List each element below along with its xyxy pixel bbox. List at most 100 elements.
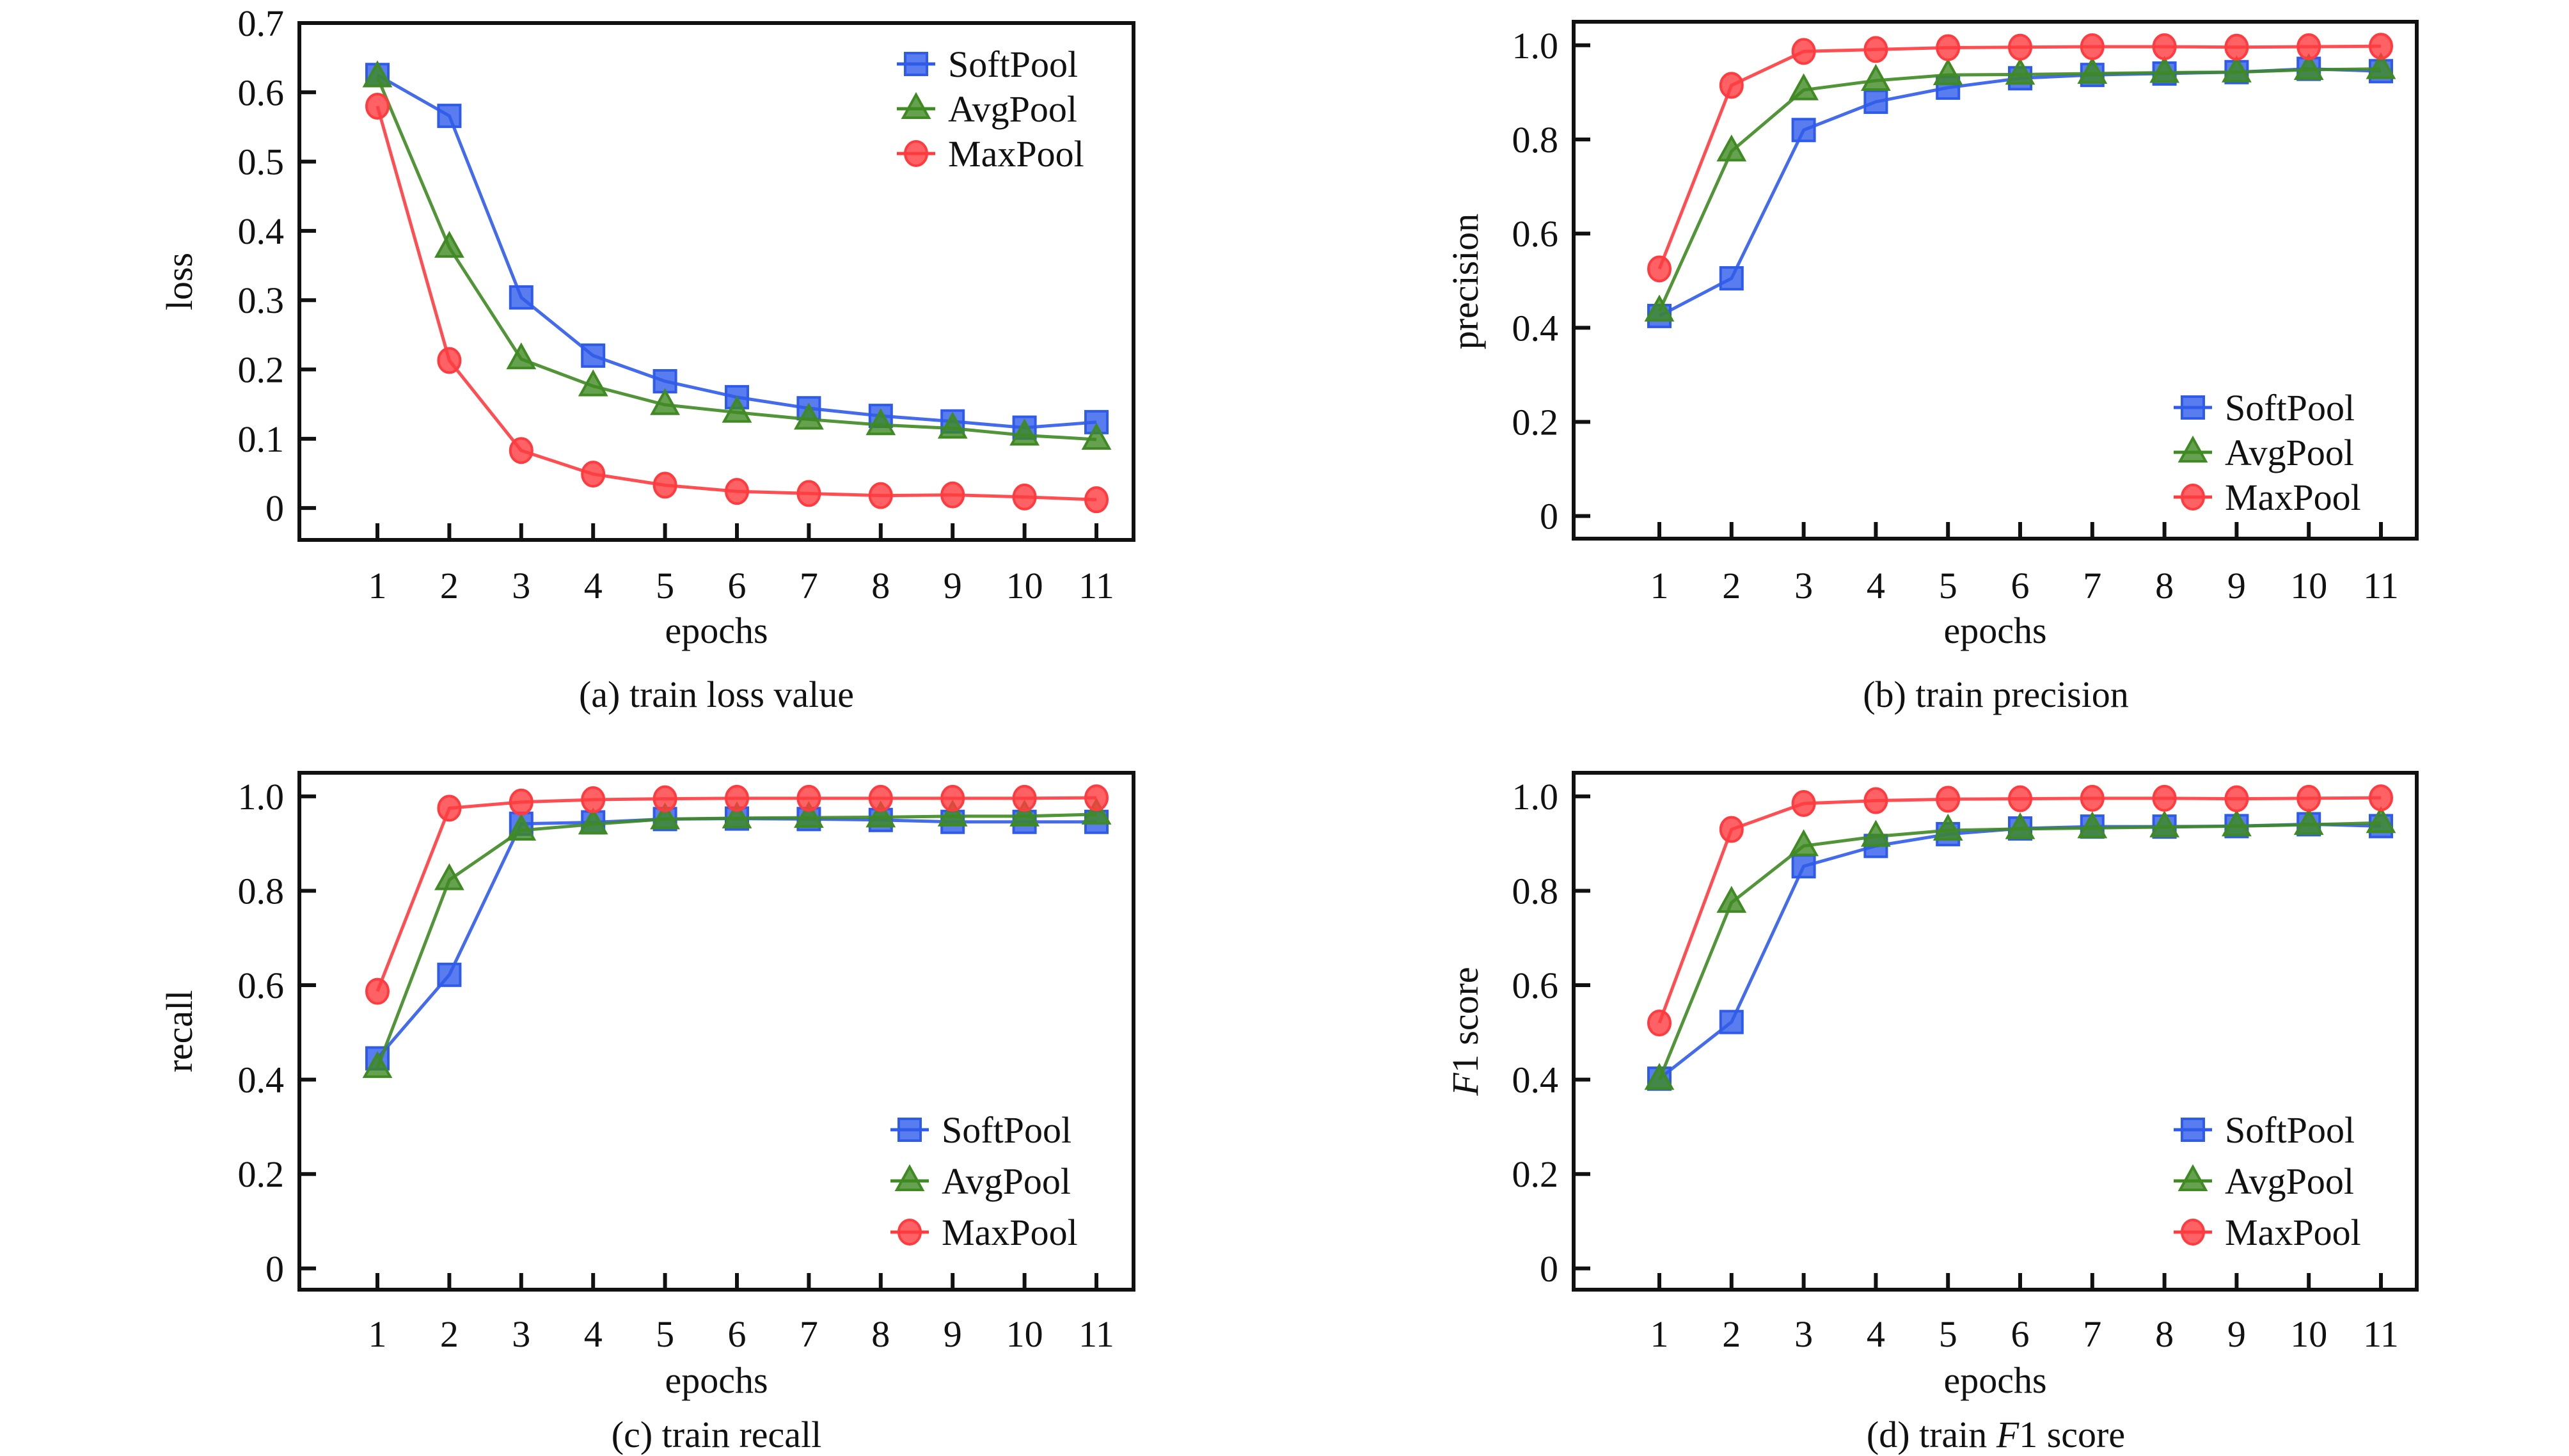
series-line [375, 812, 1097, 1069]
x-tick-label: 4 [584, 565, 603, 606]
data-point [365, 977, 390, 1005]
legend-square-icon [2181, 1118, 2205, 1142]
y-tick-label: 0.4 [1512, 307, 1559, 349]
legend-item-avgpool: AvgPool [897, 88, 1077, 130]
panel-caption: (a) train loss value [579, 674, 854, 715]
data-point [1933, 813, 1963, 841]
data-point [1791, 118, 1816, 143]
legend-label: AvgPool [948, 88, 1077, 130]
x-tick-label: 9 [944, 565, 962, 606]
series-line [1658, 822, 2382, 1080]
legend-label: MaxPool [942, 1212, 1078, 1253]
x-tick-label: 1 [368, 565, 387, 606]
x-tick-label: 10 [1006, 565, 1043, 606]
legend-item-avgpool: AvgPool [2174, 432, 2354, 473]
y-tick-label: 0.7 [238, 3, 285, 44]
y-axis-title: precision [1444, 214, 1486, 350]
x-tick-label: 9 [2227, 565, 2246, 606]
x-tick-label: 11 [2363, 565, 2399, 606]
series-softpool [365, 806, 1109, 1071]
x-tick-label: 3 [1794, 565, 1813, 606]
data-point [1789, 73, 1819, 100]
series-line [1658, 67, 2382, 318]
y-tick-label: 0.6 [1512, 965, 1559, 1006]
x-tick-label: 3 [512, 565, 530, 606]
x-tick-label: 11 [1079, 565, 1114, 606]
y-tick-label: 0.6 [238, 965, 285, 1006]
data-point [2296, 784, 2321, 812]
y-tick-label: 0.8 [1512, 119, 1559, 161]
x-tick-label: 1 [1650, 565, 1669, 606]
y-axis-title: recall [159, 990, 200, 1073]
panel-caption: (d) train F1 score [1867, 1414, 2125, 1455]
plot-frame [1572, 20, 2419, 541]
legend-triangle-icon [2178, 435, 2208, 463]
data-point [1081, 422, 1112, 450]
x-tick-label: 10 [2290, 565, 2327, 606]
legend-label: SoftPool [942, 1109, 1071, 1151]
data-point [1861, 819, 1891, 847]
data-point [578, 807, 608, 835]
data-point [2224, 785, 2249, 812]
legend-item-softpool: SoftPool [2174, 387, 2355, 429]
data-point [1791, 854, 1816, 879]
x-tick-label: 11 [2363, 1313, 2399, 1355]
data-point [2080, 33, 2105, 61]
data-point [2293, 808, 2324, 835]
data-point [794, 402, 824, 430]
series-maxpool [365, 92, 1109, 514]
data-point [652, 785, 677, 812]
x-axis-title: epochs [1943, 610, 2046, 651]
data-point [2296, 33, 2321, 61]
y-tick-label: 0.8 [238, 870, 285, 912]
data-point [581, 786, 606, 814]
legend-label: MaxPool [2225, 1212, 2361, 1253]
data-point [437, 795, 462, 822]
data-point [794, 800, 824, 828]
series-softpool [1647, 56, 2393, 328]
x-tick-label: 8 [871, 1313, 890, 1355]
legend-triangle-icon [894, 1164, 925, 1191]
x-tick-label: 2 [1722, 1313, 1741, 1355]
data-point [1009, 418, 1039, 446]
data-point [365, 92, 390, 120]
x-tick-label: 7 [2083, 1313, 2101, 1355]
y-axis-title: loss [159, 253, 200, 310]
data-point [2366, 52, 2396, 79]
data-point [940, 481, 965, 509]
data-point [581, 461, 606, 488]
x-tick-label: 2 [1722, 565, 1741, 606]
legend-label: MaxPool [948, 133, 1084, 175]
data-point [434, 863, 464, 890]
data-point [1009, 799, 1039, 827]
x-tick-label: 11 [1079, 1313, 1114, 1355]
data-point [1719, 1009, 1744, 1034]
data-point [1863, 90, 1888, 115]
data-point [868, 784, 893, 812]
data-point [1936, 34, 1961, 61]
y-tick-label: 0 [1540, 1248, 1558, 1290]
data-point [1789, 829, 1819, 857]
data-point [437, 104, 462, 129]
caption-italic: F [1996, 1414, 2020, 1455]
data-point [1719, 816, 1744, 843]
data-point [868, 482, 893, 509]
series-line [1657, 67, 2382, 312]
legend-circle-icon [904, 140, 928, 167]
y-axis-title-rest: 1 score [1444, 967, 1486, 1073]
data-point [725, 784, 749, 812]
plot-frame [1572, 771, 2419, 1292]
data-point [722, 395, 752, 423]
data-point [937, 799, 968, 827]
panel-caption: (b) train precision [1863, 674, 2129, 715]
y-tick-label: 0.8 [1512, 870, 1559, 912]
x-tick-label: 1 [1650, 1313, 1669, 1355]
x-tick-label: 8 [871, 565, 890, 606]
data-point [1081, 797, 1112, 825]
panel-train-precision: 0 0.2 0.4 0.6 0.8 1.0 1 2 3 4 5 6 7 8 9 10 11 epochs preci… [1444, 20, 2419, 715]
